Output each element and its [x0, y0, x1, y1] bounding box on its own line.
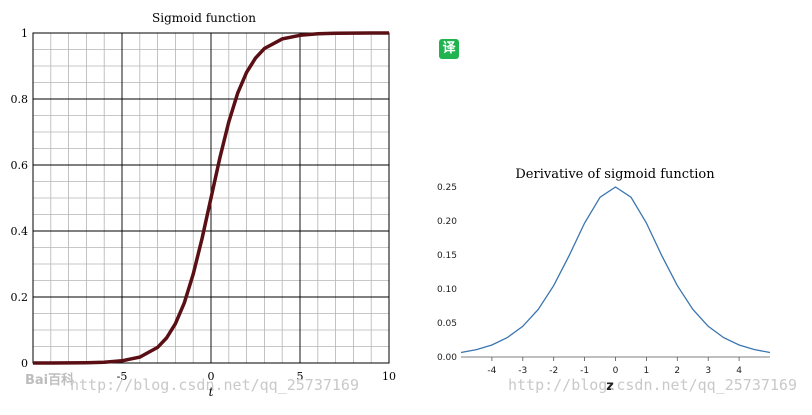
- x-tick-label: -4: [487, 366, 496, 376]
- x-tick-label: 4: [736, 366, 742, 376]
- x-tick-label: -3: [518, 366, 527, 376]
- translate-badge[interactable]: 译: [439, 39, 459, 59]
- y-tick-label: 0: [21, 357, 28, 370]
- x-tick-label: -2: [549, 366, 558, 376]
- x-axis-label: z: [606, 379, 614, 390]
- sigmoid-chart: Sigmoid function 0 0.2 0.4 0.6 0.8 1 -5 0 5 10 t: [11, 11, 397, 399]
- x-tick-label: -1: [580, 366, 589, 376]
- sigmoid-title: Sigmoid function: [152, 11, 256, 25]
- x-axis-label: t: [209, 385, 214, 399]
- watermark-right: http://blog.csdn.net/qq_25737169: [508, 376, 797, 394]
- y-tick-labels: 0.00 0.05 0.10 0.15 0.20 0.25: [437, 183, 457, 363]
- y-tick-label: 1: [21, 27, 28, 40]
- x-tick-labels: -4 -3 -2 -1 0 1 2 3 4: [487, 357, 742, 376]
- y-tick-label: 0.4: [11, 225, 29, 238]
- sigmoid-curve: [33, 31, 389, 365]
- sigmoid-derivative-chart: Derivative of sigmoid function 0.000.050…: [437, 167, 771, 390]
- derivative-title: Derivative of sigmoid function: [515, 167, 715, 182]
- x-tick-label: 5: [297, 370, 304, 383]
- x-tick-label: 3: [705, 366, 711, 376]
- y-tick-label: 0.8: [11, 93, 29, 106]
- y-tick-label: 0.10: [437, 285, 457, 295]
- x-tick-label: 2: [674, 366, 680, 376]
- x-tick-label: -5: [117, 370, 128, 383]
- y-tick-label: 0.05: [437, 319, 457, 329]
- x-tick-label: 1: [644, 366, 650, 376]
- x-tick-label: 0: [208, 370, 215, 383]
- plot-frame: [32, 32, 390, 364]
- derivative-curve: [460, 186, 771, 354]
- y-tick-label: 0.00: [437, 353, 457, 363]
- y-tick-label: 0.2: [11, 291, 29, 304]
- x-tick-label: 10: [382, 370, 396, 383]
- y-tick-label: 0.6: [11, 159, 29, 172]
- x-tick-label: 0: [613, 366, 619, 376]
- watermark-left: http://blog.csdn.net/qq_25737169: [70, 376, 359, 394]
- y-tick-labels: 0 0.2 0.4 0.6 0.8 1: [11, 27, 29, 370]
- y-tick-label: 0.25: [437, 183, 457, 193]
- major-grid: [32, 32, 390, 364]
- y-tick-label: 0.15: [437, 251, 457, 261]
- y-tick-label: 0.20: [437, 217, 457, 227]
- x-tick-labels: -5 0 5 10: [117, 370, 396, 383]
- brand-logo: Bai百科: [25, 373, 75, 388]
